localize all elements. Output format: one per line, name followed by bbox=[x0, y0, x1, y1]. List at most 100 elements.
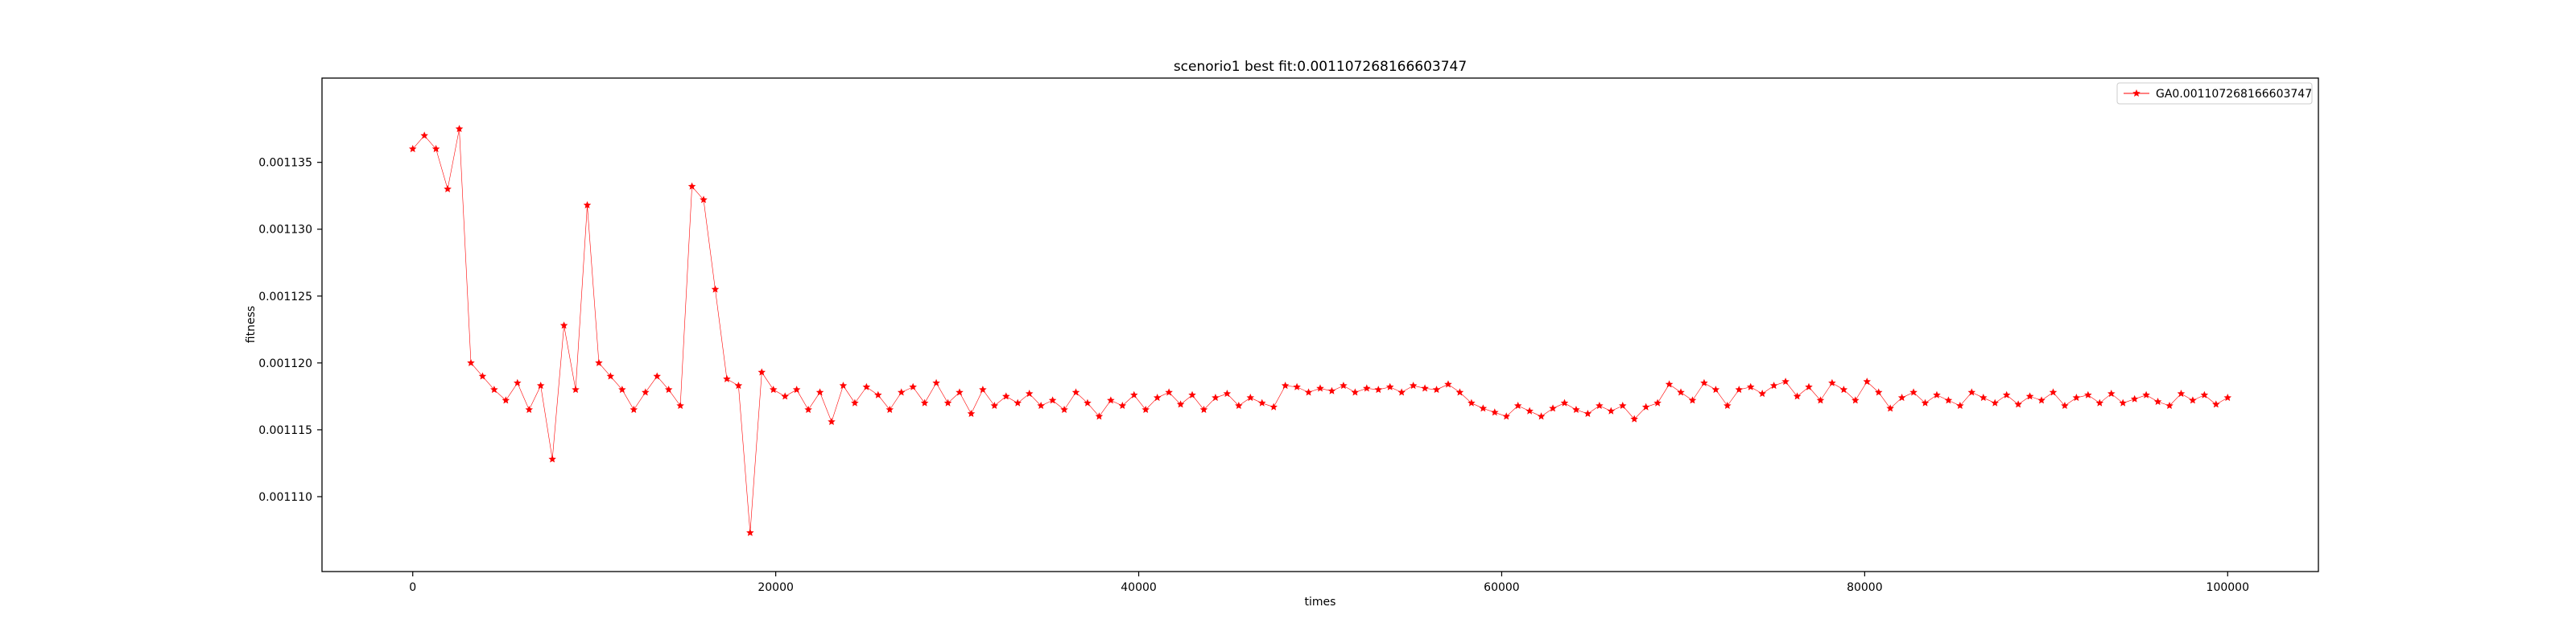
data-point bbox=[1340, 382, 1348, 390]
data-point bbox=[687, 182, 696, 190]
data-point bbox=[851, 398, 859, 407]
data-point bbox=[502, 396, 510, 404]
data-point bbox=[943, 398, 952, 407]
data-point bbox=[700, 196, 708, 204]
data-point bbox=[1863, 378, 1872, 386]
data-point bbox=[1409, 382, 1418, 390]
data-point bbox=[1188, 390, 1196, 398]
data-point bbox=[1199, 405, 1208, 414]
data-point bbox=[431, 145, 440, 153]
data-point bbox=[548, 455, 556, 463]
data-point bbox=[1095, 412, 1104, 420]
data-point bbox=[2142, 390, 2150, 398]
data-point bbox=[1735, 386, 1744, 394]
data-point bbox=[536, 382, 545, 390]
data-point bbox=[839, 382, 848, 390]
data-point bbox=[1979, 394, 1988, 402]
data-point bbox=[1897, 394, 1906, 402]
data-point bbox=[979, 386, 987, 394]
data-point bbox=[886, 405, 894, 414]
data-point bbox=[1385, 382, 1394, 390]
x-tick-label: 40000 bbox=[1121, 581, 1157, 594]
data-point bbox=[1153, 394, 1162, 402]
data-point bbox=[2130, 394, 2139, 402]
data-point bbox=[1596, 402, 1604, 410]
data-point bbox=[1118, 402, 1127, 410]
data-point bbox=[1805, 382, 1813, 390]
data-point bbox=[956, 388, 964, 396]
data-point bbox=[1432, 386, 1441, 394]
data-point bbox=[676, 402, 684, 410]
data-point bbox=[467, 358, 475, 366]
data-point bbox=[1758, 390, 1766, 398]
data-point bbox=[1711, 386, 1720, 394]
data-point bbox=[1839, 386, 1848, 394]
data-point bbox=[746, 528, 754, 536]
data-point bbox=[932, 378, 940, 386]
data-point bbox=[1037, 402, 1045, 410]
legend: GA0.001107268166603747 bbox=[2116, 82, 2313, 105]
data-point bbox=[2037, 396, 2046, 404]
data-point bbox=[606, 372, 615, 380]
data-point bbox=[2212, 400, 2220, 408]
data-point bbox=[909, 382, 917, 390]
data-point bbox=[1816, 396, 1825, 404]
data-point bbox=[1468, 398, 1476, 407]
legend-label: GA0.001107268166603747 bbox=[2156, 88, 2312, 101]
data-point bbox=[815, 388, 824, 396]
data-point bbox=[1700, 378, 1708, 386]
data-point bbox=[1316, 384, 1324, 392]
y-axis-ticks: 0.001110 0.001115 0.001120 0.001125 0.001130… bbox=[258, 157, 322, 504]
data-point bbox=[514, 378, 522, 386]
x-tick-label: 100000 bbox=[2207, 581, 2249, 594]
legend-box bbox=[2116, 82, 2313, 105]
data-point bbox=[1537, 412, 1546, 420]
data-point bbox=[2095, 398, 2104, 407]
data-point bbox=[1048, 396, 1057, 404]
data-point bbox=[1852, 396, 1860, 404]
data-point bbox=[1304, 388, 1313, 396]
data-point bbox=[1013, 398, 1022, 407]
series-layer bbox=[408, 125, 2232, 536]
data-point bbox=[1619, 402, 1627, 410]
x-tick-label: 20000 bbox=[758, 581, 794, 594]
data-point bbox=[711, 285, 720, 293]
data-point bbox=[630, 405, 638, 414]
data-point bbox=[408, 145, 417, 153]
data-point bbox=[2153, 398, 2162, 406]
legend-marker-star-icon bbox=[2132, 89, 2140, 97]
data-point bbox=[525, 405, 533, 414]
data-point bbox=[595, 358, 603, 366]
data-point bbox=[642, 388, 650, 396]
data-point bbox=[455, 125, 464, 133]
data-point bbox=[1293, 382, 1301, 390]
y-tick-label: 0.001110 bbox=[258, 491, 312, 504]
x-tick-label: 0 bbox=[409, 581, 416, 594]
data-point bbox=[1991, 398, 1999, 407]
data-point bbox=[1141, 405, 1150, 414]
data-point bbox=[1084, 398, 1092, 407]
data-point bbox=[1874, 388, 1883, 396]
data-point bbox=[990, 402, 999, 410]
data-point bbox=[1944, 396, 1953, 404]
data-point bbox=[2189, 396, 2197, 404]
data-point bbox=[1653, 398, 1662, 407]
data-point bbox=[2223, 394, 2232, 402]
data-point bbox=[1549, 404, 1557, 412]
data-point bbox=[2084, 390, 2092, 398]
data-point bbox=[1374, 386, 1383, 394]
data-point bbox=[1886, 404, 1894, 412]
data-point bbox=[1560, 398, 1569, 407]
data-point bbox=[1828, 378, 1836, 386]
y-tick-label: 0.001115 bbox=[258, 424, 312, 437]
data-point bbox=[1281, 382, 1290, 390]
data-point bbox=[2119, 398, 2127, 407]
data-point bbox=[2165, 402, 2174, 410]
x-tick-label: 60000 bbox=[1484, 581, 1520, 594]
data-point bbox=[1781, 378, 1790, 386]
x-tick-label: 80000 bbox=[1847, 581, 1883, 594]
plot-area bbox=[321, 77, 2319, 572]
data-point bbox=[1363, 384, 1371, 392]
data-point bbox=[1455, 388, 1464, 396]
data-point bbox=[1793, 392, 1802, 400]
